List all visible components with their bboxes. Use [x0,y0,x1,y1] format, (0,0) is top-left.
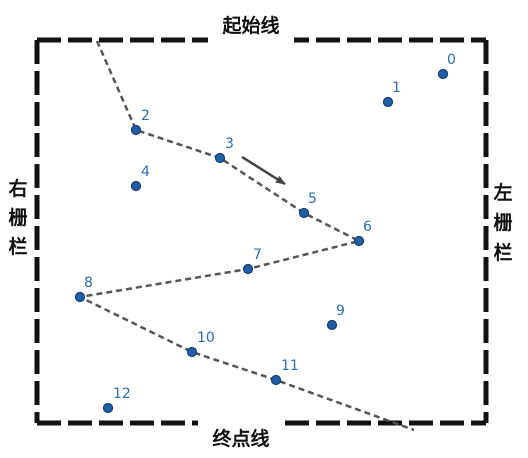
field-boundary [37,40,486,423]
left-fence-label-char: 栏 [493,241,512,264]
point-6-marker [355,237,364,246]
point-9-marker [328,321,337,330]
left-fence-label-char: 栅 [493,211,512,234]
point-11-label: 11 [281,358,299,374]
point-2-marker [132,126,141,135]
route-path [80,41,414,430]
point-4-marker [132,182,141,191]
point-5-label: 5 [308,191,317,207]
left-fence-label: 左 栅 栏 [493,181,512,264]
point-3-label: 3 [225,136,234,152]
point-12-label: 12 [113,386,131,402]
point-7-marker [244,265,253,274]
point-1-label: 1 [392,80,401,96]
finish-line-label: 终点线 [212,427,269,450]
point-8-marker [76,293,85,302]
point-labels: 0 1 2 3 4 5 6 7 8 9 10 11 12 [84,52,456,402]
direction-arrow [242,157,285,184]
point-markers [76,70,448,413]
start-line-label: 起始线 [221,14,279,37]
right-fence-label-char: 栅 [8,206,27,229]
point-10-label: 10 [197,330,215,346]
point-3-marker [216,154,225,163]
point-5-marker [300,209,309,218]
point-8-label: 8 [84,275,93,291]
point-11-marker [272,376,281,385]
point-0-label: 0 [447,52,456,68]
point-12-marker [104,404,113,413]
point-4-label: 4 [141,164,150,180]
point-6-label: 6 [363,219,372,235]
point-9-label: 9 [336,303,345,319]
point-7-label: 7 [253,247,262,263]
point-10-marker [188,348,197,357]
left-fence-label-char: 左 [493,181,512,204]
point-2-label: 2 [141,108,150,124]
right-fence-label-char: 右 [7,177,27,200]
point-0-marker [439,70,448,79]
right-fence-label: 右 栅 栏 [7,177,27,258]
right-fence-label-char: 栏 [8,235,27,258]
point-1-marker [384,98,393,107]
